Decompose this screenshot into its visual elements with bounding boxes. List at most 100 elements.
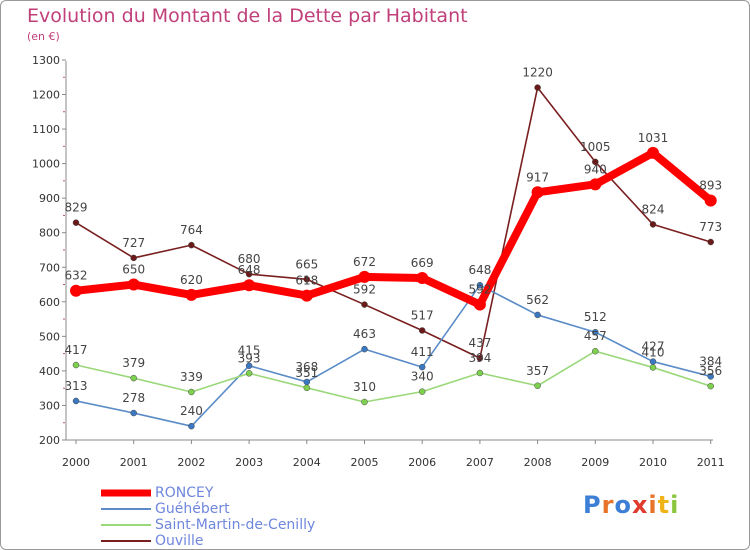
- data-label-roncey: 1031: [638, 131, 669, 145]
- legend-swatch-guehebert: [101, 508, 151, 510]
- data-label-guehebert: 415: [238, 344, 261, 358]
- data-label-ouville: 773: [699, 220, 722, 234]
- data-label-guehebert: 411: [411, 345, 434, 359]
- y-tick-label: 900: [39, 192, 60, 205]
- y-tick-label: 1200: [32, 89, 60, 102]
- data-point-saint-martin-de-cenilly: [649, 364, 657, 371]
- data-point-guehebert: [534, 311, 541, 319]
- data-label-saint-martin-de-cenilly: 340: [411, 370, 434, 384]
- data-label-ouville: 824: [642, 202, 665, 216]
- data-label-guehebert: 384: [699, 354, 722, 368]
- data-label-roncey: 592: [468, 283, 491, 297]
- x-tick-label: 2007: [466, 456, 494, 469]
- legend-swatch-ouville: [101, 540, 151, 542]
- proxiti-logo: Proxiti: [583, 491, 679, 519]
- data-point-saint-martin-de-cenilly: [534, 382, 541, 390]
- x-tick-label: 2001: [120, 456, 148, 469]
- data-point-roncey: [70, 284, 82, 297]
- data-point-ouville: [707, 238, 714, 246]
- data-label-saint-martin-de-cenilly: 357: [526, 364, 549, 378]
- data-label-ouville: 764: [180, 223, 203, 237]
- x-tick-label: 2011: [697, 456, 725, 469]
- data-label-roncey: 893: [699, 179, 722, 193]
- data-point-ouville: [303, 276, 311, 283]
- data-point-roncey: [647, 146, 659, 159]
- logo-letter: i: [648, 491, 658, 519]
- data-label-guehebert: 427: [642, 340, 665, 354]
- x-tick-label: 2006: [408, 456, 436, 469]
- data-point-guehebert: [649, 358, 657, 365]
- data-label-roncey: 632: [65, 269, 88, 283]
- data-point-guehebert: [72, 397, 80, 405]
- data-label-ouville: 665: [295, 257, 318, 271]
- series-line-roncey: [72, 148, 715, 309]
- data-label-guehebert: 648: [468, 263, 491, 277]
- x-tick-label: 2002: [177, 456, 205, 469]
- data-label-ouville: 829: [65, 201, 88, 215]
- data-point-ouville: [649, 221, 657, 228]
- data-point-roncey: [416, 271, 429, 284]
- data-label-guehebert: 313: [65, 379, 88, 393]
- data-label-saint-martin-de-cenilly: 410: [642, 345, 665, 359]
- chart-unit-label: (en €): [27, 30, 60, 43]
- data-label-saint-martin-de-cenilly: 457: [584, 329, 607, 343]
- data-point-ouville: [476, 354, 484, 362]
- data-label-saint-martin-de-cenilly: 351: [295, 366, 318, 380]
- data-point-guehebert: [188, 422, 195, 430]
- data-point-saint-martin-de-cenilly: [361, 398, 368, 406]
- x-tick-label: 2004: [293, 456, 321, 469]
- logo-letter: i: [670, 491, 680, 519]
- legend-label-roncey: RONCEY: [155, 485, 214, 501]
- data-point-roncey: [185, 288, 198, 301]
- data-point-saint-martin-de-cenilly: [476, 369, 484, 377]
- data-point-roncey: [300, 289, 313, 302]
- data-point-guehebert: [418, 363, 426, 371]
- data-point-guehebert: [707, 373, 714, 380]
- x-tick-label: 2008: [524, 456, 552, 469]
- legend-swatch-saint-martin-de-cenilly: [101, 524, 151, 526]
- data-label-ouville: 727: [122, 236, 145, 250]
- data-label-saint-martin-de-cenilly: 310: [353, 380, 376, 394]
- logo-letter: r: [601, 491, 615, 519]
- y-tick-label: 1300: [32, 54, 60, 67]
- data-label-roncey: 650: [122, 263, 145, 277]
- data-point-saint-martin-de-cenilly: [72, 361, 80, 369]
- data-point-guehebert: [476, 281, 484, 289]
- data-label-guehebert: 278: [122, 391, 145, 405]
- data-label-roncey: 669: [411, 256, 434, 270]
- data-point-guehebert: [361, 345, 368, 353]
- data-label-guehebert: 368: [295, 360, 318, 374]
- data-point-ouville: [418, 327, 426, 334]
- data-label-roncey: 917: [526, 170, 549, 184]
- data-label-roncey: 672: [353, 255, 376, 269]
- data-label-roncey: 648: [238, 263, 261, 277]
- data-point-ouville: [72, 219, 80, 226]
- data-label-saint-martin-de-cenilly: 393: [238, 351, 261, 365]
- data-point-guehebert: [245, 362, 253, 369]
- y-tick-label: 300: [39, 399, 60, 412]
- data-point-saint-martin-de-cenilly: [707, 382, 714, 390]
- data-label-saint-martin-de-cenilly: 417: [65, 343, 88, 357]
- y-tick-label: 200: [39, 434, 60, 447]
- data-label-saint-martin-de-cenilly: 339: [180, 370, 203, 384]
- data-point-guehebert: [130, 409, 137, 417]
- data-point-ouville: [361, 301, 368, 308]
- series-line-guehebert: [75, 284, 712, 427]
- data-point-roncey: [704, 194, 717, 207]
- data-label-roncey: 620: [180, 273, 203, 287]
- logo-letter: o: [614, 491, 632, 519]
- data-label-guehebert: 463: [353, 327, 376, 341]
- y-tick-label: 1000: [32, 158, 60, 171]
- series-line-ouville: [75, 86, 712, 359]
- y-tick-label: 600: [39, 296, 60, 309]
- legend-label-saint-martin-de-cenilly: Saint-Martin-de-Cenilly: [155, 517, 316, 533]
- y-tick-label: 400: [39, 365, 60, 378]
- x-tick-label: 2000: [62, 456, 90, 469]
- data-label-saint-martin-de-cenilly: 356: [699, 364, 722, 378]
- data-label-ouville: 592: [353, 283, 376, 297]
- logo-letter: x: [631, 491, 649, 519]
- data-point-saint-martin-de-cenilly: [130, 374, 137, 382]
- data-point-ouville: [130, 254, 137, 262]
- x-tick-label: 2009: [581, 456, 609, 469]
